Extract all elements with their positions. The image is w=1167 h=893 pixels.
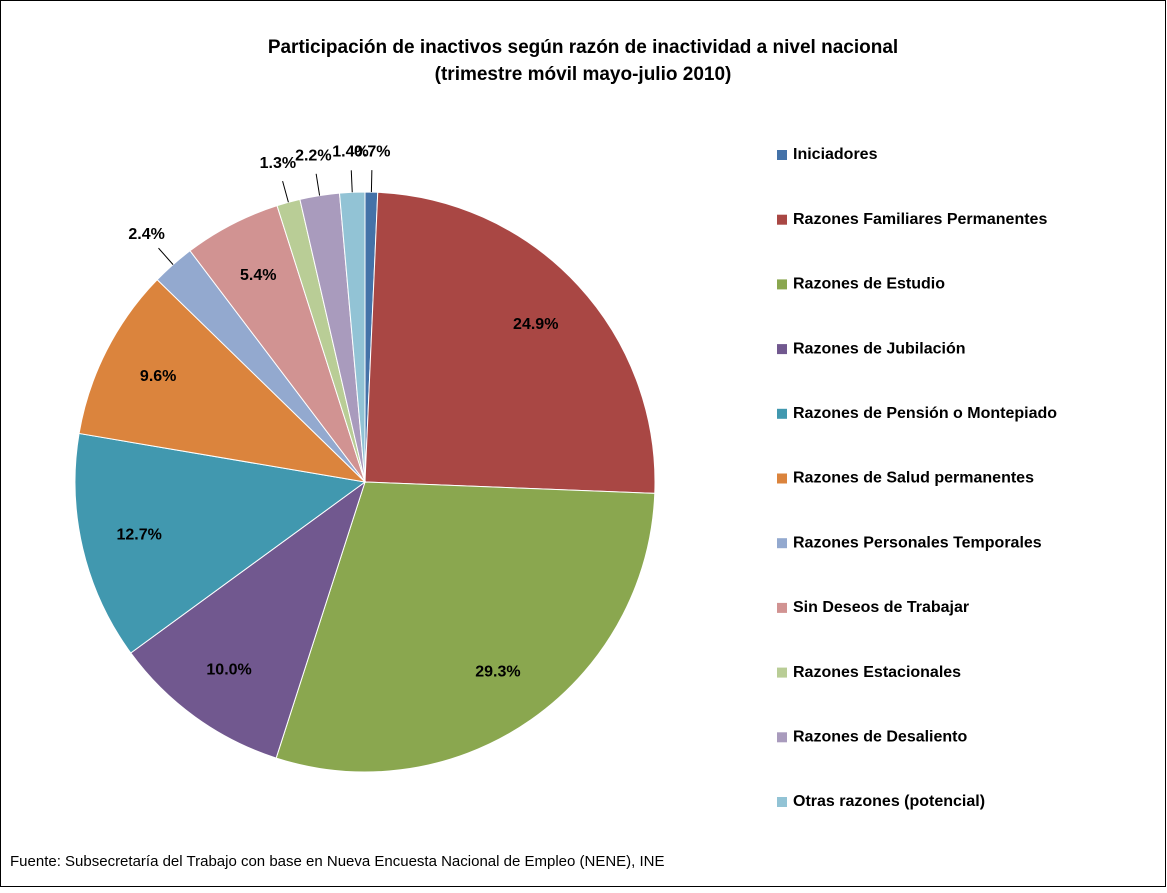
data-label: 1.4% (332, 144, 368, 161)
legend-label: Razones de Pensión o Montepiado (793, 405, 1057, 422)
legend-swatch (777, 409, 787, 419)
data-label: 24.9% (513, 316, 558, 333)
legend-label: Razones Personales Temporales (793, 534, 1042, 551)
legend-swatch (777, 344, 787, 354)
legend-swatch (777, 150, 787, 160)
data-label: 2.2% (295, 147, 331, 164)
legend-swatch (777, 668, 787, 678)
legend-label: Razones de Desaliento (793, 729, 968, 746)
legend-swatch (777, 474, 787, 484)
data-label: 1.3% (260, 155, 296, 172)
data-label: 29.3% (475, 663, 520, 680)
legend-label: Razones de Salud permanentes (793, 470, 1034, 487)
legend-label: Razones de Jubilación (793, 340, 965, 357)
legend-swatch (777, 538, 787, 548)
legend-swatch (777, 797, 787, 807)
legend-swatch (777, 215, 787, 225)
legend-label: Iniciadores (793, 146, 878, 163)
source-note: Fuente: Subsecretaría del Trabajo con ba… (10, 853, 665, 870)
legend-label: Razones Estacionales (793, 664, 961, 681)
data-label: 9.6% (140, 368, 176, 385)
legend-label: Sin Deseos de Trabajar (793, 599, 969, 616)
data-label: 10.0% (206, 661, 251, 678)
legend-swatch (777, 603, 787, 613)
chart-title: Participación de inactivos según razón d… (268, 37, 898, 58)
chart-subtitle: (trimestre móvil mayo-julio 2010) (435, 64, 732, 85)
legend-swatch (777, 279, 787, 289)
legend-label: Razones de Estudio (793, 276, 945, 293)
data-label: 2.4% (128, 226, 164, 243)
legend-swatch (777, 732, 787, 742)
legend-label: Razones Familiares Permanentes (793, 211, 1047, 228)
data-label: 5.4% (240, 267, 276, 284)
legend-label: Otras razones (potencial) (793, 793, 985, 810)
data-label: 12.7% (116, 526, 161, 543)
